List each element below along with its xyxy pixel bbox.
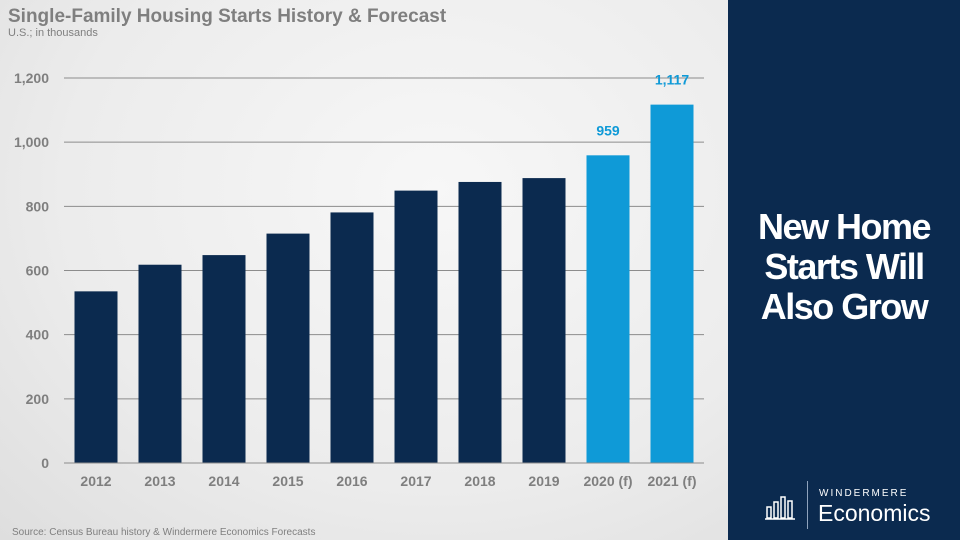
x-tick-label: 2020 (f) <box>583 473 632 489</box>
bar <box>394 190 438 464</box>
headline-line-2: Starts Will <box>764 246 925 287</box>
x-tick-label: 2021 (f) <box>647 473 696 489</box>
chart-subtitle: U.S.; in thousands <box>8 27 98 39</box>
y-tick-label: 1,200 <box>14 70 49 86</box>
bar-chart-icon <box>765 496 795 520</box>
chart-title: Single-Family Housing Starts History & F… <box>8 6 447 27</box>
bar <box>266 233 310 463</box>
bar-chart: 0 200 400 600 800 1,000 1,200 2012 2013 2014 2015 2… <box>14 70 704 489</box>
bar <box>138 264 182 463</box>
bar <box>330 212 374 463</box>
source-note: Source: Census Bureau history & Winderme… <box>12 527 316 538</box>
logo-divider <box>807 481 808 529</box>
y-tick-label: 200 <box>26 391 50 407</box>
y-tick-label: 800 <box>26 198 50 214</box>
x-tick-label: 2017 <box>400 473 431 489</box>
data-label: 1,117 <box>655 72 689 88</box>
headline: New Home Starts Will Also Grow <box>728 207 960 327</box>
x-tick-label: 2014 <box>208 473 239 489</box>
headline-line-1: New Home <box>757 206 932 247</box>
bar <box>458 181 502 463</box>
bar <box>74 291 118 463</box>
y-tick-label: 0 <box>41 455 49 471</box>
x-tick-label: 2018 <box>464 473 495 489</box>
data-label: 959 <box>596 122 620 138</box>
y-tick-label: 400 <box>26 327 50 343</box>
chart-panel: Single-Family Housing Starts History & F… <box>0 0 728 540</box>
logo-name: Economics <box>818 500 931 526</box>
bar <box>202 255 246 463</box>
x-tick-label: 2012 <box>80 473 111 489</box>
bar <box>586 155 630 463</box>
y-tick-label: 600 <box>26 263 50 279</box>
bar <box>522 178 566 463</box>
x-tick-label: 2019 <box>528 473 559 489</box>
y-tick-label: 1,000 <box>14 134 49 150</box>
x-tick-label: 2016 <box>336 473 367 489</box>
logo-brand: WINDERMERE <box>819 488 909 499</box>
bar <box>650 104 694 464</box>
headline-line-3: Also Grow <box>760 286 929 327</box>
x-tick-label: 2015 <box>272 473 303 489</box>
headline-panel: New Home Starts Will Also Grow WINDERMER… <box>728 0 960 540</box>
x-tick-label: 2013 <box>144 473 175 489</box>
